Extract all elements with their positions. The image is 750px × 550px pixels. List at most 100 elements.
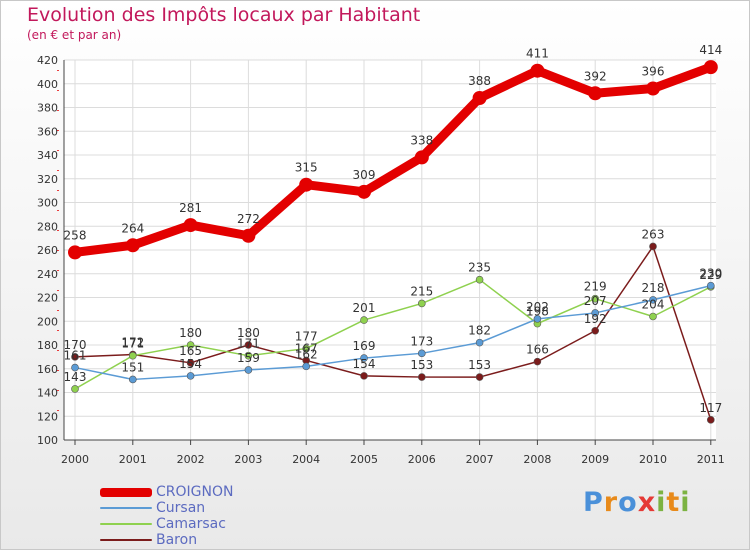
y-tick-label: 220 [37, 292, 58, 305]
data-label: 161 [64, 349, 87, 363]
data-label: 264 [121, 221, 144, 235]
data-label: 263 [642, 227, 665, 241]
data-point [649, 312, 657, 321]
data-label: 388 [468, 74, 491, 88]
y-tick-label: 160 [37, 363, 58, 376]
data-label: 411 [526, 47, 549, 61]
data-point [706, 281, 715, 290]
data-point [706, 416, 715, 424]
data-point [360, 354, 368, 362]
logo-letter: r [603, 487, 619, 518]
x-tick-label: 2006 [408, 453, 436, 466]
data-label: 170 [64, 338, 87, 352]
y-tick-label: 400 [37, 78, 58, 91]
logo-letter: i [680, 487, 691, 518]
data-point [646, 81, 660, 96]
data-label: 162 [295, 347, 318, 361]
data-label: 153 [468, 358, 491, 372]
legend-swatch-cursan [100, 507, 152, 509]
data-point [360, 372, 368, 380]
data-point [530, 63, 545, 78]
data-label: 229 [699, 268, 722, 282]
data-point [186, 372, 195, 380]
legend-swatch-baron [100, 539, 152, 541]
data-label: 315 [295, 161, 318, 175]
x-tick-label: 2004 [292, 453, 320, 466]
data-point [417, 349, 426, 358]
y-tick-label: 280 [37, 220, 58, 233]
x-tick-label: 2008 [523, 453, 551, 466]
data-point [475, 338, 484, 347]
data-point [129, 351, 137, 360]
y-tick-label: 100 [37, 434, 58, 447]
data-label: 180 [237, 326, 260, 340]
legend-label-croignon: CROIGNON [156, 484, 234, 500]
data-label: 173 [410, 334, 433, 348]
data-label: 338 [410, 133, 433, 147]
data-label: 198 [526, 305, 549, 319]
x-tick-label: 2011 [697, 453, 725, 466]
data-label: 272 [237, 212, 260, 226]
data-label: 169 [353, 339, 376, 353]
chart-subtitle: (en € et par an) [27, 28, 122, 42]
data-label: 202 [526, 300, 549, 314]
data-point [414, 150, 429, 165]
data-label: 215 [410, 284, 433, 298]
data-label: 172 [121, 336, 144, 350]
x-tick-label: 2009 [581, 453, 609, 466]
data-label: 171 [121, 337, 144, 351]
series-line-baron [74, 245, 712, 421]
y-tick-label: 260 [37, 244, 58, 257]
data-point [591, 326, 600, 335]
data-label: 154 [353, 357, 376, 371]
data-point [183, 218, 198, 233]
data-point [244, 341, 253, 349]
legend-label-cursan: Cursan [156, 500, 206, 516]
data-point [71, 385, 79, 393]
data-point [302, 344, 311, 353]
data-label: 309 [353, 168, 376, 182]
y-tick-label: 180 [37, 339, 58, 352]
data-point [417, 373, 426, 381]
data-point [125, 238, 140, 253]
data-point [241, 228, 256, 243]
data-label: 219 [584, 280, 607, 294]
data-label: 392 [584, 69, 607, 83]
data-label: 207 [584, 294, 607, 308]
logo-letter: o [618, 487, 638, 518]
data-point [71, 363, 79, 372]
legend-item-cursan[interactable]: Cursan [100, 500, 233, 516]
x-tick-label: 2005 [350, 453, 378, 466]
proxiti-logo: Proxiti [583, 487, 691, 518]
y-tick-label: 340 [37, 149, 58, 162]
series-line-croignon [70, 62, 716, 257]
data-label: 165 [179, 344, 202, 358]
data-point [417, 299, 426, 308]
y-tick-label: 320 [37, 173, 58, 186]
y-tick-label: 240 [37, 268, 58, 281]
y-tick-label: 420 [37, 54, 58, 67]
data-point [533, 357, 542, 366]
y-tick-label: 140 [37, 387, 58, 400]
logo-letter: P [583, 487, 604, 518]
logo-letter: x [637, 487, 657, 518]
series-line-cursan [74, 284, 712, 381]
y-tick-label: 120 [37, 410, 58, 423]
logo-letter: i [656, 487, 667, 518]
data-point [475, 373, 484, 381]
x-tick-label: 2002 [177, 453, 205, 466]
y-tick-label: 360 [37, 125, 58, 138]
data-label: 414 [699, 43, 722, 57]
legend-item-camarsac[interactable]: Camarsac [100, 516, 233, 532]
data-label: 230 [699, 267, 722, 281]
legend-item-baron[interactable]: Baron [100, 532, 233, 548]
x-tick-label: 2003 [234, 453, 262, 466]
chart-title: Evolution des Impôts locaux par Habitant [27, 4, 421, 26]
data-point [129, 375, 137, 384]
y-tick-label: 380 [37, 102, 58, 115]
legend-item-croignon[interactable]: CROIGNON [100, 484, 233, 500]
data-label: 218 [642, 281, 665, 295]
data-label: 171 [237, 337, 260, 351]
data-label: 167 [295, 341, 318, 355]
y-tick-label: 300 [37, 197, 58, 210]
